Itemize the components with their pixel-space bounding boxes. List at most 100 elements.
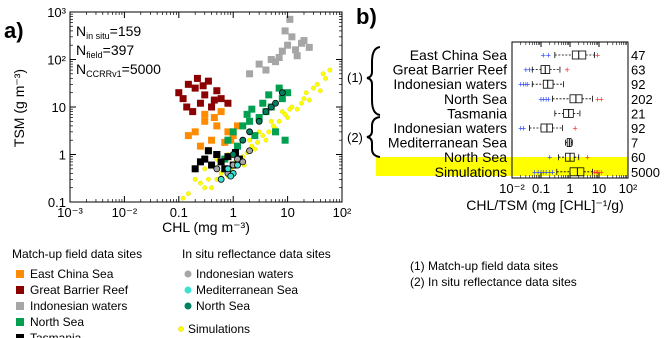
legend-insitu: Indonesian waters Mediterranean Sea North … <box>184 267 298 313</box>
box-outlier-low: + <box>547 167 552 177</box>
point-simulations <box>209 185 214 191</box>
scatter-x-axis-label: CHL (mg m⁻³) <box>162 219 250 235</box>
point-indonesian-waters <box>288 33 296 41</box>
point-east-china-sea <box>213 122 221 130</box>
point-north-sea <box>284 89 292 97</box>
point-indonesian-waters <box>278 47 286 55</box>
box-category-label: Simulations <box>435 164 507 180</box>
point-north-sea <box>234 142 242 150</box>
box-count-label: 60 <box>631 150 645 165</box>
point-great-barrier-reef <box>175 89 183 97</box>
point-indonesian-waters <box>255 60 263 68</box>
box-x-tick-label: 10⁻² <box>499 181 525 196</box>
panel-b-label: b) <box>356 4 377 29</box>
legend-matchup: East China Sea Great Barrier Reef Indonesi… <box>16 267 129 338</box>
box-outlier-high: + <box>585 153 590 163</box>
point-simulations <box>202 166 208 172</box>
point-north-sea <box>272 128 280 136</box>
box-category-label: North Sea <box>444 149 507 165</box>
point-mediterranean-sea <box>227 172 235 180</box>
point-tasmania <box>201 155 209 163</box>
legend-marker-north-sea <box>16 318 24 326</box>
point-tasmania <box>191 165 199 173</box>
box-outlier-low: + <box>538 167 543 177</box>
point-simulations <box>271 123 276 129</box>
point-simulations <box>205 176 211 182</box>
scatter-x-tick-label: 10² <box>333 205 352 220</box>
box-outlier-low: + <box>525 80 530 90</box>
point-great-barrier-reef <box>217 95 225 103</box>
scatter-x-tick-label: 1 <box>230 205 237 220</box>
box-outlier-low: + <box>541 94 546 104</box>
legend-label-great-barrier-reef: Great Barrier Reef <box>30 283 129 297</box>
point-north-sea <box>243 110 251 118</box>
box-outlier-high: + <box>595 167 600 177</box>
point-north-sea <box>259 99 267 107</box>
box-outlier-low: + <box>521 80 526 90</box>
box-outlier-high: + <box>595 51 600 61</box>
box-x-tick-label: 0.1 <box>532 181 550 196</box>
box-x-axis-label: CHL/TSM (mg [CHL]⁻¹/g) <box>466 197 624 213</box>
point-east-china-sea <box>224 128 232 136</box>
point-north-sea <box>278 95 286 103</box>
simulations-highlight <box>376 157 628 176</box>
point-simulations <box>180 195 186 201</box>
panel-a-label: a) <box>4 18 24 43</box>
box-outlier-low: + <box>532 167 537 177</box>
point-east-china-sea <box>217 108 225 116</box>
point-indonesian-waters-in-situ <box>213 165 221 173</box>
point-north-sea <box>239 122 247 130</box>
box-outlier-low: + <box>541 51 546 61</box>
legend-label-north-sea: North Sea <box>30 315 84 329</box>
point-simulations <box>260 133 266 138</box>
legend-label-tasmania: Tasmania <box>30 331 82 338</box>
point-indonesian-waters <box>262 66 270 74</box>
point-simulations <box>317 88 323 94</box>
scatter-y-tick-label: 10 <box>52 100 66 115</box>
n-field-base: N <box>76 42 86 58</box>
note-2: (2) In situ reflectance data sites <box>410 275 577 289</box>
point-simulations <box>282 111 288 117</box>
point-simulations <box>185 191 191 197</box>
point-mediterranean-sea <box>234 161 241 169</box>
point-indonesian-waters-in-situ <box>239 158 247 166</box>
point-indonesian-waters <box>246 70 254 78</box>
point-north-sea <box>281 136 289 144</box>
point-great-barrier-reef <box>213 87 221 95</box>
point-great-barrier-reef <box>199 82 207 90</box>
point-north-sea <box>265 91 273 99</box>
point-simulations <box>311 85 316 91</box>
point-tasmania <box>213 151 221 158</box>
legend-label-insitu-indonesian-waters: Indonesian waters <box>196 267 293 281</box>
point-great-barrier-reef <box>210 96 218 104</box>
box-category-label: Great Barrier Reef <box>393 62 507 78</box>
n-ccrr-label: NCCRRv1=5000 <box>76 61 161 79</box>
box-outlier-low: + <box>538 94 543 104</box>
point-east-china-sea <box>210 114 218 122</box>
point-great-barrier-reef <box>208 103 216 111</box>
point-simulations <box>306 97 312 103</box>
box-outlier-high: + <box>592 167 597 177</box>
scatter-y-tick-label: 1 <box>59 148 66 163</box>
scatter-y-tick-label: 10² <box>47 53 66 68</box>
point-simulations <box>252 146 258 152</box>
box-count-label: 5000 <box>631 165 660 180</box>
point-great-barrier-reef <box>191 84 199 92</box>
point-north-sea <box>275 84 283 92</box>
note-1: (1) Match-up field data sites <box>410 259 558 273</box>
point-indonesian-waters <box>286 15 294 23</box>
n-in-situ-base: N <box>76 23 86 39</box>
box-outlier-low: + <box>547 153 552 163</box>
point-north-sea <box>255 114 263 122</box>
point-simulations <box>294 106 300 112</box>
point-east-china-sea <box>196 142 204 150</box>
point-simulations <box>268 118 274 124</box>
point-east-china-sea <box>208 136 216 144</box>
point-simulations <box>247 137 252 143</box>
point-north-sea-in-situ <box>246 128 253 136</box>
point-simulations <box>327 67 333 73</box>
box-category-label: Indonesian waters <box>393 76 507 92</box>
scatter-points <box>175 15 333 201</box>
